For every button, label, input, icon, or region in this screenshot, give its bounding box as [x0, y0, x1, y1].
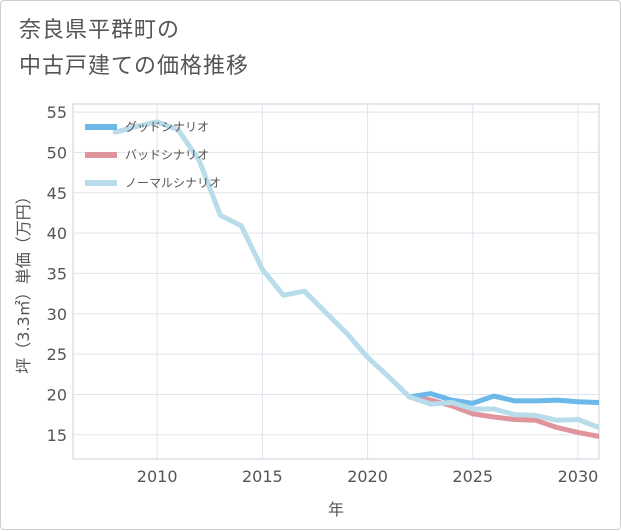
- y-tick-label: 50: [47, 143, 67, 162]
- y-tick-label: 30: [47, 305, 67, 324]
- y-tick-label: 35: [47, 264, 67, 283]
- y-tick-labels: 15 20 25 30 35 40 45 50 55: [47, 103, 67, 445]
- y-axis-label: 坪（3.3㎡）単価（万円）: [14, 188, 33, 373]
- legend-label-normal: ノーマルシナリオ: [125, 176, 221, 190]
- x-tick-label: 2020: [347, 467, 388, 486]
- series-lines: [112, 119, 599, 439]
- y-tick-label: 45: [47, 184, 67, 203]
- y-tick-label: 55: [47, 103, 67, 122]
- y-tick-label: 25: [47, 345, 67, 364]
- x-tick-labels: 2010 2015 2020 2025 2030: [137, 467, 599, 486]
- grid-lines: [73, 104, 599, 459]
- x-tick-label: 2025: [452, 467, 493, 486]
- title-line-2: 中古戸建ての価格推移: [19, 54, 250, 79]
- legend-label-good: グッドシナリオ: [125, 120, 209, 134]
- y-tick-label: 20: [47, 385, 67, 404]
- x-tick-label: 2015: [242, 467, 283, 486]
- y-tick-label: 15: [47, 426, 67, 445]
- x-tick-label: 2010: [137, 467, 178, 486]
- legend-label-bad: バッドシナリオ: [125, 148, 209, 162]
- series-line-normal: [112, 119, 599, 430]
- chart-title: 奈良県平群町の 中古戸建ての価格推移: [19, 13, 249, 85]
- series-line-good: [407, 391, 599, 406]
- x-tick-label: 2030: [558, 467, 599, 486]
- x-axis-label: 年: [328, 500, 344, 519]
- title-line-1: 奈良県平群町の: [19, 18, 181, 43]
- y-tick-label: 40: [47, 224, 67, 243]
